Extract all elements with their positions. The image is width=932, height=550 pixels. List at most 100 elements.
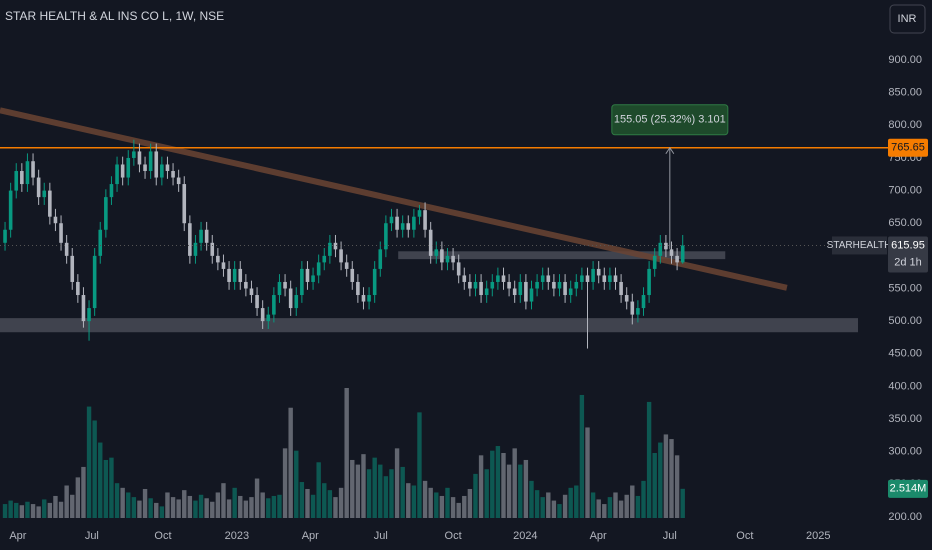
candle-body	[14, 171, 19, 191]
candle-body	[428, 229, 433, 256]
volume-bar	[42, 499, 47, 518]
x-tick-label: Apr	[302, 530, 319, 542]
volume-bar	[322, 483, 327, 518]
countdown-label: 2d 1h	[894, 256, 922, 268]
candle-body	[132, 151, 136, 158]
candle-body	[3, 229, 7, 243]
candle-body	[272, 295, 276, 315]
volume-bar	[456, 502, 461, 518]
candle-body	[120, 164, 125, 178]
candle-body	[669, 249, 674, 256]
candle-body	[664, 242, 668, 250]
candle-body	[316, 262, 321, 276]
volume-bar	[86, 406, 92, 518]
volume-bar	[198, 494, 204, 518]
volume-bar	[19, 505, 25, 518]
volume-bar	[204, 498, 209, 518]
candle-body	[630, 301, 635, 315]
candle-body	[36, 177, 41, 198]
y-tick-label: 800.00	[888, 119, 922, 131]
volume-bar	[114, 483, 120, 518]
volume-bar	[81, 466, 86, 518]
volume-bar	[288, 407, 293, 518]
volume-bar	[529, 480, 534, 518]
candle-body	[171, 171, 175, 178]
volume-bar	[215, 492, 221, 518]
candle-body	[602, 275, 607, 282]
x-tick-label: Jul	[663, 530, 677, 542]
volume-bar	[406, 483, 411, 518]
volume-bar	[372, 457, 377, 518]
volume-bar	[400, 466, 405, 518]
candle-body	[98, 229, 103, 256]
volume-bar	[131, 497, 137, 518]
volume-bar	[165, 492, 170, 518]
candle-body	[143, 164, 147, 172]
volume-bar	[506, 464, 512, 518]
volume-bar	[310, 494, 316, 518]
volume-bar	[473, 473, 478, 518]
price-line-label: 765.65	[891, 142, 925, 154]
volume-bar	[344, 388, 349, 518]
volume-bar	[2, 504, 8, 518]
measure-label: 155.05 (25.32%) 3.101	[614, 114, 726, 126]
volume-bar	[154, 502, 159, 518]
candle-body	[535, 281, 539, 289]
volume-bar	[238, 495, 243, 518]
candle-body	[512, 288, 517, 296]
volume-bar	[641, 480, 646, 518]
candle-body	[406, 223, 411, 230]
volume-bar	[557, 504, 562, 518]
volume-bar	[299, 482, 305, 518]
volume-bar	[142, 488, 148, 518]
candle-body	[294, 295, 299, 309]
volume-bar	[120, 487, 125, 518]
volume-bar	[568, 487, 573, 518]
volume-bar	[159, 506, 165, 518]
candle-body	[680, 245, 685, 263]
volume-bar	[467, 488, 473, 518]
currency-label[interactable]: INR	[898, 13, 917, 25]
volume-bar	[478, 455, 484, 518]
candle-body	[462, 275, 467, 282]
x-tick-label: 2024	[513, 530, 537, 542]
volume-bar	[103, 459, 109, 518]
candle-body	[624, 295, 629, 302]
volume-bar	[674, 455, 680, 518]
volume-bar	[607, 497, 613, 518]
candle-body	[496, 275, 500, 282]
candle-body	[568, 288, 573, 296]
candle-body	[546, 275, 551, 282]
candle-body	[434, 249, 439, 256]
volume-bar	[422, 480, 428, 518]
candle-body	[596, 268, 601, 276]
volume-bar	[305, 488, 310, 518]
candle-body	[165, 164, 170, 172]
candle-body	[115, 164, 119, 185]
volume-bar	[439, 495, 445, 518]
volume-bar	[109, 457, 114, 518]
volume-bar	[170, 497, 176, 518]
currency-button[interactable]	[889, 4, 926, 34]
candle-body	[328, 242, 332, 256]
price-line-box	[888, 138, 928, 157]
volume-bar	[635, 495, 641, 518]
volume-bar	[579, 394, 585, 518]
candle-body	[109, 184, 114, 198]
last-price-box	[888, 236, 928, 273]
trend-line	[0, 107, 788, 291]
volume-bar	[361, 454, 366, 518]
candle-body	[372, 268, 377, 296]
y-tick-label: 400.00	[888, 380, 922, 392]
volume-bar	[574, 485, 579, 518]
candle-body	[563, 281, 567, 296]
candle-body	[137, 151, 142, 165]
candle-body	[199, 229, 203, 243]
volume-label: 2.514M	[890, 483, 927, 495]
volume-bar	[210, 501, 215, 518]
volume-bar	[355, 464, 361, 518]
volume-bar	[523, 459, 529, 518]
volume-bar	[680, 488, 685, 518]
candle-body	[48, 190, 52, 217]
